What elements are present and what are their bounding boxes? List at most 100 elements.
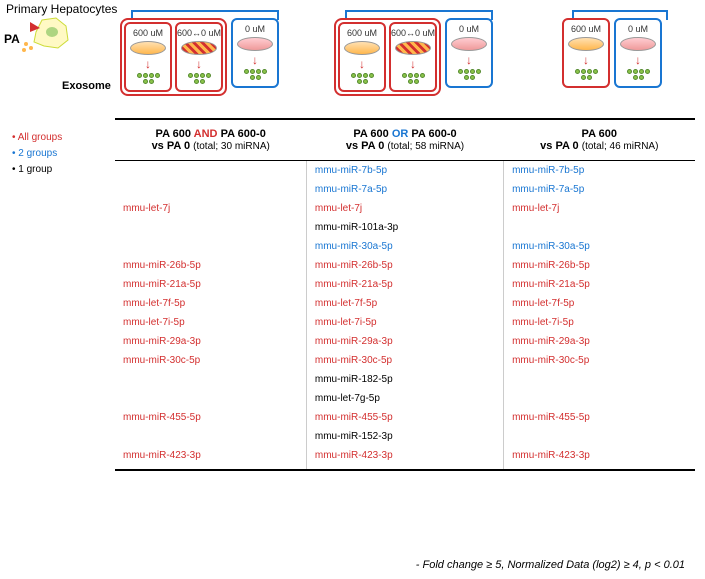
mirna-cell (504, 370, 695, 389)
dish-icon (620, 37, 656, 51)
table-row: mmu-miR-30c-5pmmu-miR-30c-5pmmu-miR-30c-… (115, 351, 695, 370)
mirna-cell: mmu-let-7f-5p (504, 294, 695, 313)
table-row: mmu-miR-152-3p (115, 427, 695, 446)
table-row: mmu-miR-423-3pmmu-miR-423-3pmmu-miR-423-… (115, 446, 695, 470)
legend: • All groups • 2 groups • 1 group (12, 130, 62, 178)
arrow-icon: ↓ (145, 57, 151, 71)
table-row: mmu-let-7i-5pmmu-let-7i-5pmmu-let-7i-5p (115, 313, 695, 332)
dish-600-g3: 600 uM ↓ (562, 18, 610, 88)
bracket-group-1 (131, 10, 279, 18)
mirna-cell: mmu-miR-455-5p (504, 408, 695, 427)
mirna-cell (504, 218, 695, 237)
arrow-icon: ↓ (466, 53, 472, 67)
bracket-group-2 (345, 10, 493, 18)
mirna-cell: mmu-miR-101a-3p (306, 218, 503, 237)
mirna-cell: mmu-miR-26b-5p (306, 256, 503, 275)
pa-label: PA (4, 32, 20, 46)
exosome-dots-icon (574, 69, 598, 80)
arrow-icon: ↓ (196, 57, 202, 71)
mirna-cell: mmu-miR-423-3p (504, 446, 695, 470)
dish-600-g1: 600 uM ↓ (124, 22, 172, 92)
dish-group-2: 600 uM ↓ 600↔0 uM ↓ 0 uM ↓ (334, 18, 493, 96)
exosome-dots-icon (243, 69, 267, 80)
dish-label: 0 uM (245, 24, 265, 34)
mirna-cell (115, 237, 306, 256)
mirna-cell (115, 427, 306, 446)
dish-label: 600↔0 uM (391, 28, 435, 38)
dish-icon (568, 37, 604, 51)
mirna-cell: mmu-miR-455-5p (115, 408, 306, 427)
dish-label: 0 uM (459, 24, 479, 34)
mirna-cell: mmu-miR-29a-3p (115, 332, 306, 351)
dish-600-0-g2: 600↔0 uM ↓ (389, 22, 437, 92)
footnote: - Fold change ≥ 5, Normalized Data (log2… (416, 559, 685, 571)
arrow-icon: ↓ (252, 53, 258, 67)
dish-label: 0 uM (628, 24, 648, 34)
table-row: mmu-let-7f-5pmmu-let-7f-5pmmu-let-7f-5p (115, 294, 695, 313)
mirna-cell: mmu-miR-26b-5p (115, 256, 306, 275)
exosome-dots-icon (350, 73, 374, 84)
table-row: mmu-miR-29a-3pmmu-miR-29a-3pmmu-miR-29a-… (115, 332, 695, 351)
mirna-cell: mmu-miR-7a-5p (306, 180, 503, 199)
arrow-icon: ↓ (635, 53, 641, 67)
mirna-cell: mmu-miR-26b-5p (504, 256, 695, 275)
cell-illustration (22, 4, 82, 54)
mirna-cell: mmu-miR-7b-5p (504, 161, 695, 181)
legend-one-group: • 1 group (12, 162, 62, 178)
dish-icon (130, 41, 166, 55)
exosome-dots-icon (457, 69, 481, 80)
mirna-cell (115, 370, 306, 389)
mirna-table: PA 600 AND PA 600-0 vs PA 0 (total; 30 m… (115, 118, 695, 471)
dish-0-g1: 0 uM ↓ (231, 18, 279, 88)
mirna-cell: mmu-let-7j (115, 199, 306, 218)
mirna-cell: mmu-miR-152-3p (306, 427, 503, 446)
mirna-cell: mmu-let-7j (306, 199, 503, 218)
mirna-cell: mmu-let-7i-5p (504, 313, 695, 332)
table-row: mmu-miR-21a-5pmmu-miR-21a-5pmmu-miR-21a-… (115, 275, 695, 294)
exosome-dots-icon (136, 73, 160, 84)
table-row: mmu-miR-30a-5pmmu-miR-30a-5p (115, 237, 695, 256)
mirna-cell: mmu-miR-30a-5p (504, 237, 695, 256)
legend-two-groups: • 2 groups (12, 146, 62, 162)
table-row: mmu-miR-455-5pmmu-miR-455-5pmmu-miR-455-… (115, 408, 695, 427)
mirna-cell: mmu-miR-455-5p (306, 408, 503, 427)
mirna-cell: mmu-miR-7a-5p (504, 180, 695, 199)
mirna-cell: mmu-let-7f-5p (306, 294, 503, 313)
mirna-cell (115, 218, 306, 237)
dish-icon (344, 41, 380, 55)
dish-label: 600↔0 uM (177, 28, 221, 38)
exosome-dots-icon (626, 69, 650, 80)
mirna-cell (115, 389, 306, 408)
mirna-cell (115, 161, 306, 181)
mirna-cell (504, 389, 695, 408)
mirna-cell: mmu-let-7i-5p (115, 313, 306, 332)
table-row: mmu-let-7jmmu-let-7jmmu-let-7j (115, 199, 695, 218)
mirna-cell: mmu-let-7g-5p (306, 389, 503, 408)
mirna-cell (504, 427, 695, 446)
mirna-cell: mmu-let-7i-5p (306, 313, 503, 332)
mirna-cell: mmu-miR-29a-3p (504, 332, 695, 351)
mirna-cell: mmu-let-7f-5p (115, 294, 306, 313)
mirna-cell: mmu-miR-7b-5p (306, 161, 503, 181)
mirna-cell: mmu-miR-30c-5p (115, 351, 306, 370)
table-row: mmu-miR-182-5p (115, 370, 695, 389)
exosome-dots-icon (187, 73, 211, 84)
mirna-cell: mmu-miR-21a-5p (504, 275, 695, 294)
arrow-icon: ↓ (410, 57, 416, 71)
dish-label: 600 uM (571, 24, 601, 34)
dish-group-3: 600 uM ↓ 0 uM ↓ (562, 18, 662, 88)
arrow-icon: ↓ (359, 57, 365, 71)
dish-icon (181, 41, 217, 55)
dish-0-g3: 0 uM ↓ (614, 18, 662, 88)
col-header-1: PA 600 AND PA 600-0 vs PA 0 (total; 30 m… (115, 119, 306, 161)
arrow-icon: ↓ (583, 53, 589, 67)
dish-600-0-g1: 600↔0 uM ↓ (175, 22, 223, 92)
table-row: mmu-let-7g-5p (115, 389, 695, 408)
col-header-3: PA 600 vs PA 0 (total; 46 miRNA) (504, 119, 695, 161)
bracket-group-3 (572, 10, 668, 18)
exosome-dots-icon (401, 73, 425, 84)
dish-icon (451, 37, 487, 51)
mirna-cell: mmu-miR-30c-5p (306, 351, 503, 370)
dish-group-1: 600 uM ↓ 600↔0 uM ↓ 0 uM ↓ (120, 18, 279, 96)
mirna-cell: mmu-miR-30c-5p (504, 351, 695, 370)
